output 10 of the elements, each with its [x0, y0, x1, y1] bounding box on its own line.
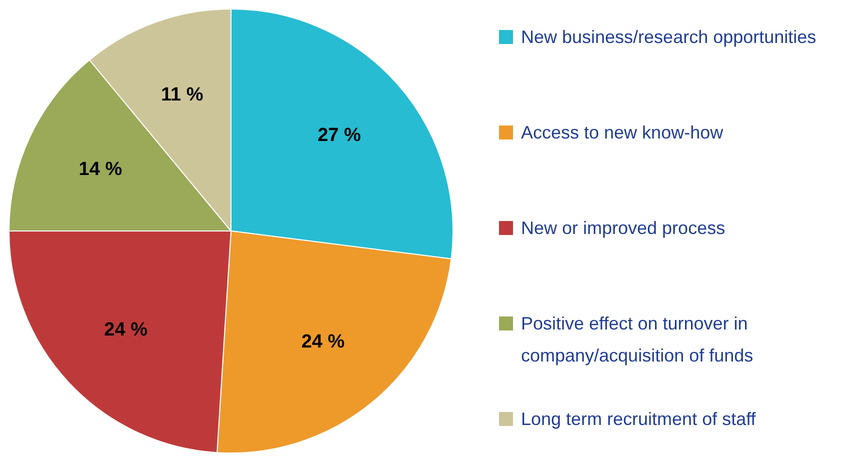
legend-label: New business/research opportunities [521, 27, 816, 47]
data-label: 24 % [301, 332, 345, 353]
data-label: 27 % [318, 125, 361, 146]
data-label: 24 % [104, 319, 148, 340]
legend-label: New or improved process [521, 218, 726, 238]
legend-label: Long term recruitment of staff [521, 409, 757, 429]
legend-label: Positive effect on turnover in company/acquisition of funds [521, 314, 754, 366]
legend-label: Access to new know-how [521, 122, 724, 142]
data-label: 14 % [78, 159, 122, 180]
data-label: 11 % [160, 84, 204, 106]
